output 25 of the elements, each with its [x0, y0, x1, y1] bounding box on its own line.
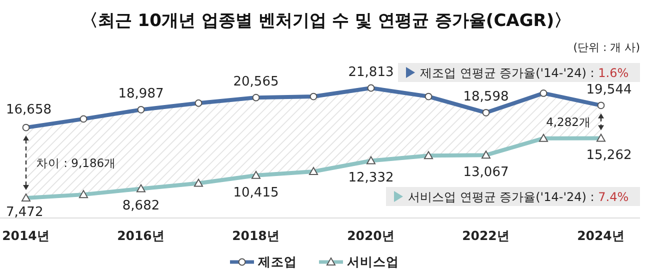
data-label: 15,262	[586, 148, 632, 164]
data-label: 20,565	[233, 74, 279, 90]
text: (단위 : 개 사)	[573, 41, 640, 54]
x-tick-label: 2022년	[462, 228, 510, 243]
data-label: 19,544	[586, 82, 632, 98]
x-tick-label: 2014년	[2, 228, 50, 243]
legend-label: 서비스업	[347, 254, 399, 269]
data-label: 18,598	[463, 90, 509, 105]
annotation: 차이 : 9,186개	[36, 156, 116, 170]
data-label: 13,067	[463, 165, 509, 180]
x-tick-label: 2016년	[117, 228, 165, 243]
data-label: 16,658	[6, 102, 52, 118]
data-label: 10,415	[233, 185, 279, 200]
x-tick-label: 2020년	[347, 228, 395, 243]
data-label: 18,987	[118, 86, 164, 102]
annotation: 4,282개	[546, 114, 591, 129]
annotation: 서비스업 연평균 증가율('14-'24) : 7.4%	[408, 190, 629, 204]
chart-title: 〈최근 10개년 업종별 벤처기업 수 및 연평균 증가율(CAGR)〉	[80, 11, 572, 31]
data-label: 12,332	[348, 170, 394, 186]
x-tick-label: 2018년	[232, 228, 280, 243]
data-label: 21,813	[348, 65, 394, 80]
legend-label: 제조업	[257, 254, 297, 269]
x-tick-label: 2024년	[577, 228, 625, 243]
data-label: 7,472	[6, 205, 44, 220]
data-label: 8,682	[122, 198, 160, 214]
